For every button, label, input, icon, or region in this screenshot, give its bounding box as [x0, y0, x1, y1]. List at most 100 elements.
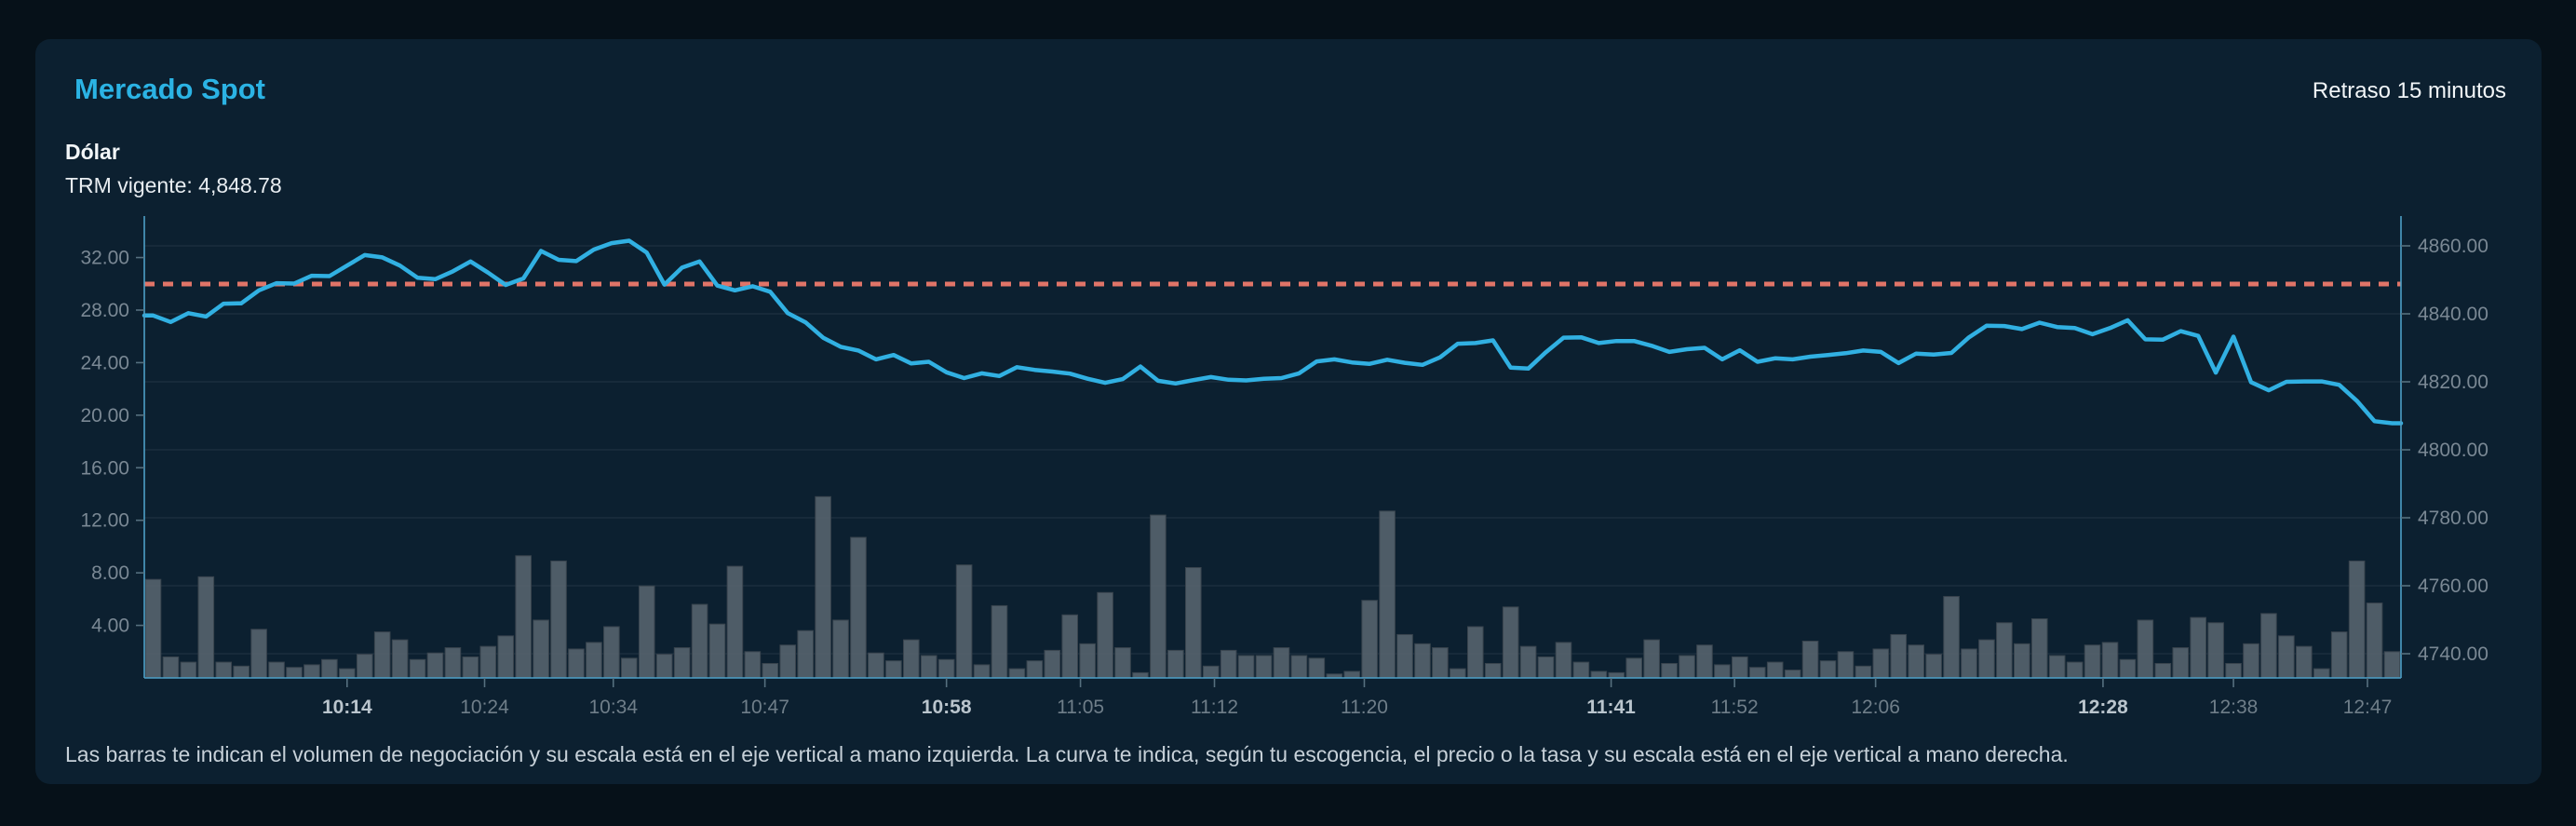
x-axis-label: 10:47	[740, 697, 789, 718]
volume-bar	[497, 635, 515, 679]
volume-bar	[762, 662, 779, 679]
volume-bar	[1290, 655, 1308, 679]
volume-bar	[1079, 643, 1096, 679]
volume-bar	[2383, 651, 2401, 679]
volume-bar	[1925, 654, 1942, 679]
volume-bar	[1872, 648, 1890, 679]
volume-bar	[462, 656, 479, 679]
volume-bar	[850, 536, 867, 679]
volume-bar	[1519, 645, 1537, 679]
volume-bar	[673, 647, 691, 679]
volume-bar	[321, 658, 338, 679]
right-axis-label: 4840.00	[2418, 304, 2488, 325]
left-axis-label: 24.00	[80, 352, 129, 373]
volume-bar	[1943, 596, 1960, 679]
volume-bar	[180, 661, 197, 679]
volume-bar	[1732, 656, 1748, 679]
volume-bar	[233, 665, 250, 679]
volume-bar	[1097, 591, 1113, 679]
volume-bar	[1766, 661, 1784, 679]
volume-bar	[1996, 622, 2013, 679]
volume-bar	[1008, 668, 1026, 679]
volume-bar	[162, 656, 180, 679]
volume-bar	[2225, 662, 2242, 679]
volume-bar	[339, 668, 356, 679]
instrument-label: Dólar	[65, 140, 120, 164]
volume-bar	[1555, 642, 1572, 679]
volume-bar	[2101, 642, 2119, 679]
volume-bar	[2014, 643, 2030, 679]
volume-bar	[620, 657, 638, 679]
volume-bar	[655, 654, 673, 679]
volume-bar	[1590, 670, 1608, 679]
volume-bar	[638, 585, 655, 679]
page-title: Mercado Spot	[74, 73, 265, 105]
volume-bar	[1484, 662, 1502, 679]
volume-bar	[1890, 633, 1908, 679]
volume-bar	[1608, 671, 1625, 679]
volume-bar	[2243, 643, 2259, 679]
volume-bar	[1026, 660, 1044, 679]
volume-bar	[1961, 648, 1977, 679]
volume-bar	[1801, 640, 1819, 679]
volume-bar	[2172, 647, 2190, 679]
x-axis-label: 11:52	[1711, 697, 1759, 718]
volume-bar	[1114, 647, 1131, 679]
volume-bar	[2260, 613, 2277, 679]
left-axis-label: 8.00	[91, 562, 129, 584]
volume-bar	[1237, 655, 1255, 679]
volume-bar	[250, 629, 267, 679]
volume-bar	[1061, 614, 1079, 679]
volume-bar	[356, 654, 373, 679]
volume-bar	[1908, 644, 1925, 679]
trm-current-value: TRM vigente: 4,848.78	[65, 173, 282, 197]
left-axis-label: 20.00	[80, 405, 129, 427]
right-axis-label: 4760.00	[2418, 575, 2488, 597]
price-line	[142, 238, 2404, 426]
volume-bar	[303, 664, 320, 679]
volume-bar	[902, 639, 920, 679]
volume-bar	[797, 630, 814, 679]
right-axis-labels: 4740.00 4760.00 4780.00 4800.00 4820.00 4840.…	[2418, 236, 2488, 665]
volume-bar	[550, 560, 567, 679]
left-axis-label: 16.00	[80, 457, 129, 479]
volume-bar	[2313, 668, 2330, 679]
volume-bar	[1978, 639, 1995, 679]
volume-bar	[409, 658, 426, 679]
volume-bar	[832, 619, 849, 679]
volume-bar	[2084, 644, 2101, 679]
volume-bar	[1714, 664, 1731, 679]
volume-bars	[144, 495, 2401, 679]
volume-bar	[1202, 665, 1220, 679]
volume-bar	[1502, 606, 1519, 679]
volume-bar	[1432, 647, 1449, 679]
volume-bar	[1854, 665, 1872, 679]
volume-bar	[1361, 600, 1378, 679]
volume-bar	[268, 661, 285, 679]
volume-bar	[1396, 633, 1413, 679]
market-card: Mercado Spot Retraso 15 minutos Dólar TR…	[35, 39, 2542, 784]
volume-bar	[1184, 566, 1202, 679]
left-axis-label: 4.00	[91, 616, 129, 637]
left-axis-label: 28.00	[80, 300, 129, 321]
x-axis-label: 12:47	[2343, 697, 2393, 718]
volume-bar	[568, 648, 585, 679]
right-axis-label: 4740.00	[2418, 643, 2488, 665]
volume-bar	[1696, 644, 1713, 679]
volume-bar	[1150, 514, 1167, 679]
volume-bar	[515, 555, 532, 679]
volume-bar	[991, 604, 1008, 679]
volume-bar	[726, 565, 744, 679]
volume-bar	[2348, 560, 2366, 679]
volume-bar	[1537, 656, 1555, 679]
right-axis-ticks	[2401, 245, 2410, 655]
volume-bar	[691, 603, 708, 679]
volume-bar	[215, 661, 233, 679]
left-axis-label: 12.00	[80, 510, 129, 532]
volume-bar	[197, 575, 215, 679]
volume-bar	[2048, 655, 2066, 679]
right-axis-label: 4780.00	[2418, 508, 2488, 529]
volume-bar	[426, 652, 444, 679]
volume-bar	[2066, 661, 2084, 679]
